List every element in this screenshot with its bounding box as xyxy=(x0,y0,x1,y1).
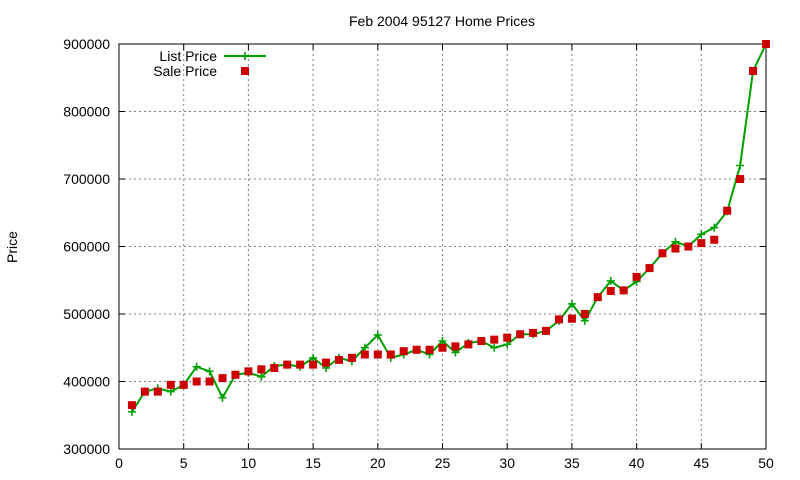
sale-price-point xyxy=(684,242,693,251)
x-tick-label: 45 xyxy=(694,455,710,471)
sale-price-point xyxy=(671,244,680,253)
y-tick-label: 500000 xyxy=(63,306,110,322)
sale-price-point xyxy=(723,206,732,215)
sale-price-point xyxy=(477,337,486,345)
sale-price-point xyxy=(516,330,525,339)
sale-price-point xyxy=(503,333,512,342)
list-price-point xyxy=(580,316,589,325)
legend-label-list-price: List Price xyxy=(159,48,217,64)
sale-price-point xyxy=(192,377,201,386)
sale-price-point xyxy=(373,350,382,359)
sale-price-point xyxy=(542,326,551,335)
x-tick-label: 5 xyxy=(180,455,188,471)
sale-price-point xyxy=(412,345,421,354)
x-tick-label: 50 xyxy=(758,455,774,471)
sale-price-point xyxy=(205,377,214,386)
sale-price-point xyxy=(736,175,745,183)
list-price-point xyxy=(218,393,227,402)
list-price-point xyxy=(567,299,576,308)
list-price-point xyxy=(309,353,318,362)
sale-price-point xyxy=(710,235,719,244)
sale-price-point xyxy=(360,350,369,359)
sale-price-point xyxy=(283,360,292,369)
sale-price-point xyxy=(386,350,395,359)
sale-price-point xyxy=(166,380,175,389)
x-tick-label: 35 xyxy=(564,455,580,471)
list-price-point xyxy=(127,407,136,416)
list-price-point xyxy=(671,237,680,246)
sale-price-point xyxy=(645,264,654,273)
list-price-point xyxy=(205,367,214,376)
list-price-point xyxy=(438,337,447,345)
sale-price-point xyxy=(257,365,266,374)
sale-price-point xyxy=(697,239,706,248)
sale-price-point xyxy=(451,342,460,351)
list-price-point xyxy=(257,372,266,381)
sale-price-point xyxy=(554,315,563,324)
sale-price-point xyxy=(606,287,615,296)
sale-price-point xyxy=(347,353,356,362)
list-price-point xyxy=(503,340,512,349)
sale-price-point xyxy=(762,40,770,48)
sale-price-point xyxy=(749,67,758,75)
list-price-point xyxy=(166,387,175,396)
x-tick-label: 10 xyxy=(241,455,257,471)
y-tick-label: 400000 xyxy=(63,374,110,390)
list-price-point xyxy=(373,330,382,339)
sale-price-point xyxy=(270,364,279,372)
x-tick-label: 40 xyxy=(629,455,645,471)
y-tick-label: 800000 xyxy=(63,104,110,120)
sale-price-point xyxy=(244,367,253,376)
series xyxy=(127,40,770,416)
x-tick-label: 15 xyxy=(305,455,321,471)
sale-price-point xyxy=(567,314,576,323)
sale-price-point xyxy=(218,374,227,383)
x-tick-label: 25 xyxy=(435,455,451,471)
sale-price-point xyxy=(593,293,602,302)
list-price-line xyxy=(131,43,767,413)
sale-price-point xyxy=(296,360,305,369)
x-tick-label: 30 xyxy=(499,455,515,471)
list-price-point xyxy=(606,276,615,285)
sale-price-point xyxy=(529,328,538,337)
x-tick-label: 20 xyxy=(370,455,386,471)
y-tick-label: 600000 xyxy=(63,239,110,255)
sale-price-point xyxy=(127,401,136,410)
sale-price-point xyxy=(334,355,343,364)
sale-price-point xyxy=(490,335,499,344)
sale-price-point xyxy=(309,360,318,369)
list-price-point xyxy=(710,223,719,232)
sale-price-point xyxy=(399,347,408,356)
sale-price-point xyxy=(179,380,188,389)
y-tick-label: 700000 xyxy=(63,171,110,187)
y-axis-label: Price xyxy=(4,231,20,263)
list-price-point xyxy=(192,362,201,371)
legend-label-sale-price: Sale Price xyxy=(153,63,217,79)
sale-price-point xyxy=(632,272,641,281)
list-price-point xyxy=(490,343,499,352)
sale-price-point xyxy=(438,343,447,352)
y-tick-label: 900000 xyxy=(63,36,110,52)
list-price-point xyxy=(697,230,706,239)
sale-price-point xyxy=(464,340,473,349)
legend-marker-sale-price xyxy=(241,67,249,75)
x-tick-label: 0 xyxy=(115,455,123,471)
legend-marker-list-price xyxy=(241,52,249,60)
list-price-point xyxy=(360,343,369,352)
sale-price-point xyxy=(580,310,589,318)
sale-price-point xyxy=(140,387,149,396)
list-price-point xyxy=(736,161,745,170)
sale-price-point xyxy=(425,345,434,354)
sale-price-point xyxy=(153,387,162,396)
sale-price-point xyxy=(658,249,667,258)
tick-labels: 0 5 10 15 20 25 30 35 40 45 50 300000 400000 500000 60… xyxy=(63,36,774,471)
chart-title: Feb 2004 95127 Home Prices xyxy=(349,13,535,29)
sale-price-point xyxy=(322,358,331,367)
y-tick-label: 300000 xyxy=(63,441,110,457)
sale-price-point xyxy=(231,370,240,379)
sale-price-point xyxy=(619,286,628,295)
